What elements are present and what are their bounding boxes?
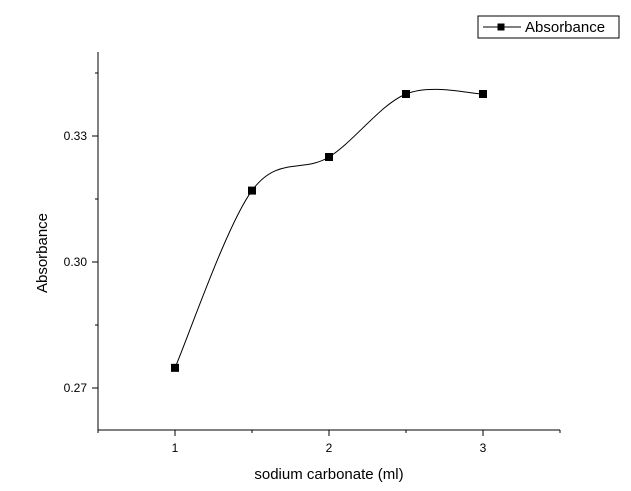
y-tick-label: 0.33 [64, 129, 88, 143]
y-tick-label: 0.27 [64, 381, 88, 395]
y-axis-title: Absorbance [34, 213, 51, 293]
x-tick-label: 1 [172, 441, 179, 455]
series-layer [171, 88, 487, 372]
data-point-marker [171, 363, 179, 372]
legend: Absorbance [477, 15, 620, 39]
series-line [174, 88, 484, 369]
legend-label: Absorbance [525, 19, 605, 36]
y-tick-label: 0.30 [64, 255, 88, 269]
legend-marker-sample [497, 23, 505, 31]
axes [97, 52, 560, 431]
data-point-marker [479, 90, 487, 98]
x-tick-label: 2 [326, 441, 333, 455]
x-axis-title: sodium carbonate (ml) [254, 466, 403, 483]
legend-box [477, 15, 620, 39]
x-tick-label: 3 [480, 441, 487, 455]
data-point-marker [402, 90, 410, 98]
data-point-marker [248, 186, 256, 195]
data-point-marker [325, 153, 333, 161]
axis-ticks: 1 2 3 0.27 0.30 0.33 [64, 72, 561, 455]
